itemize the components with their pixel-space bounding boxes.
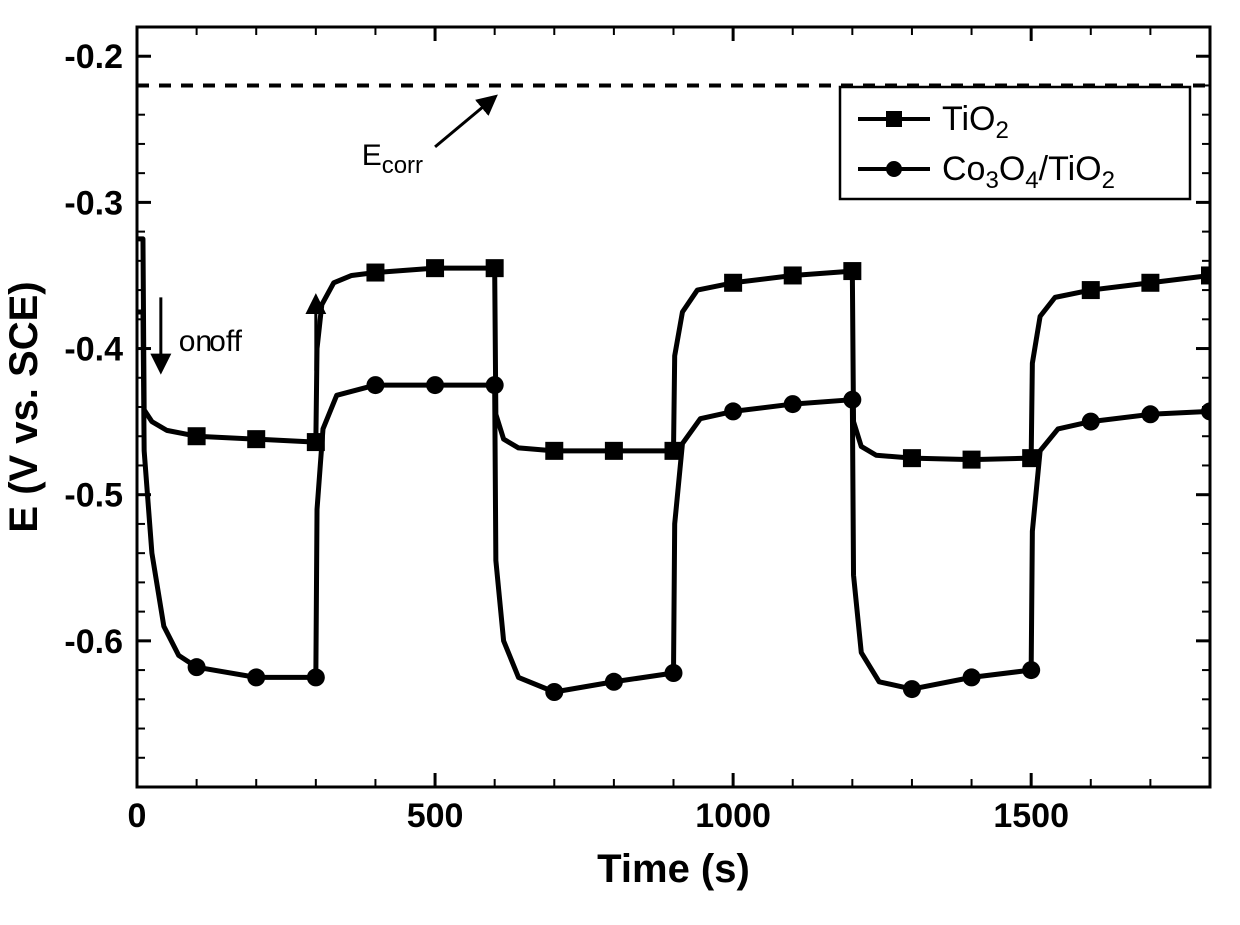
svg-text:off: off <box>209 325 242 358</box>
svg-text:-0.4: -0.4 <box>64 331 123 369</box>
svg-text:-0.5: -0.5 <box>64 477 123 515</box>
svg-text:500: 500 <box>407 797 464 835</box>
svg-text:on: on <box>179 325 212 358</box>
svg-text:-0.2: -0.2 <box>64 38 123 76</box>
chart-svg: 0 500 1000 1500 Time (s) -0.6 -0.5 -0.4 -0.3 -0.2… <box>0 0 1240 925</box>
svg-text:1500: 1500 <box>993 797 1069 835</box>
svg-text:1000: 1000 <box>695 797 771 835</box>
svg-text:-0.3: -0.3 <box>64 184 123 222</box>
svg-text:E (V vs. SCE): E (V vs. SCE) <box>2 281 46 532</box>
svg-text:Ecorr: Ecorr <box>362 139 423 179</box>
svg-text:0: 0 <box>128 797 147 835</box>
svg-text:-0.6: -0.6 <box>64 623 123 661</box>
svg-text:Time (s): Time (s) <box>597 847 750 891</box>
chart-container: 0 500 1000 1500 Time (s) -0.6 -0.5 -0.4 -0.3 -0.2… <box>0 0 1240 925</box>
